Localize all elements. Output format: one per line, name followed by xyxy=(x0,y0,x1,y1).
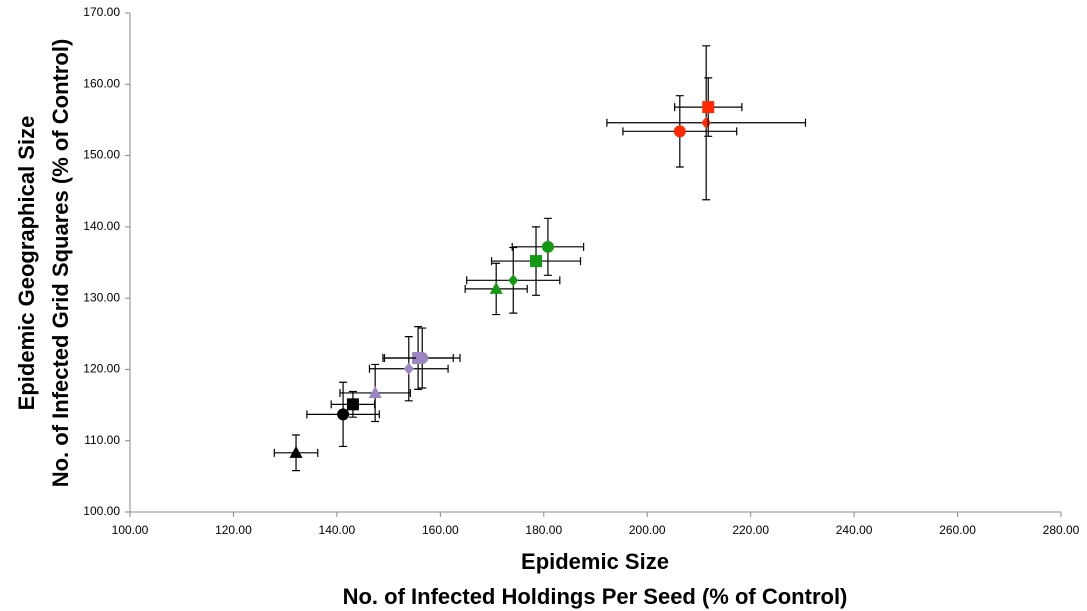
point xyxy=(702,101,715,114)
y-tick-label: 120.00 xyxy=(83,362,120,376)
x-tick-label: 120.00 xyxy=(215,523,252,537)
x-axis-title: Epidemic Size xyxy=(521,549,669,574)
point xyxy=(368,385,382,398)
x-tick-label: 200.00 xyxy=(629,523,666,537)
y-tick-label: 170.00 xyxy=(83,5,120,19)
point xyxy=(337,408,350,421)
x-tick-label: 240.00 xyxy=(836,523,873,537)
x-tick-label: 100.00 xyxy=(112,523,149,537)
y-tick-label: 160.00 xyxy=(83,76,120,90)
point xyxy=(541,240,554,253)
point xyxy=(508,274,519,287)
y-tick-label: 100.00 xyxy=(83,504,120,518)
point xyxy=(530,255,543,268)
x-tick-label: 140.00 xyxy=(319,523,356,537)
y-tick-label: 130.00 xyxy=(83,290,120,304)
y-axis-title: No. of Infected Grid Squares (% of Contr… xyxy=(48,39,73,488)
x-tick-label: 260.00 xyxy=(939,523,976,537)
x-tick-label: 280.00 xyxy=(1043,523,1080,537)
x-axis-title: No. of Infected Holdings Per Seed (% of … xyxy=(343,584,848,609)
point xyxy=(346,398,359,411)
x-tick-label: 160.00 xyxy=(422,523,459,537)
y-tick-label: 140.00 xyxy=(83,219,120,233)
y-tick-label: 150.00 xyxy=(83,148,120,162)
point xyxy=(289,445,303,458)
point xyxy=(701,116,712,129)
point xyxy=(673,125,686,138)
y-tick-label: 110.00 xyxy=(84,433,120,447)
y-axis-title: Epidemic Geographical Size xyxy=(14,116,39,411)
x-tick-label: 220.00 xyxy=(732,523,769,537)
point xyxy=(416,352,429,365)
point xyxy=(403,362,414,375)
x-tick-label: 180.00 xyxy=(525,523,562,537)
point xyxy=(489,281,503,294)
